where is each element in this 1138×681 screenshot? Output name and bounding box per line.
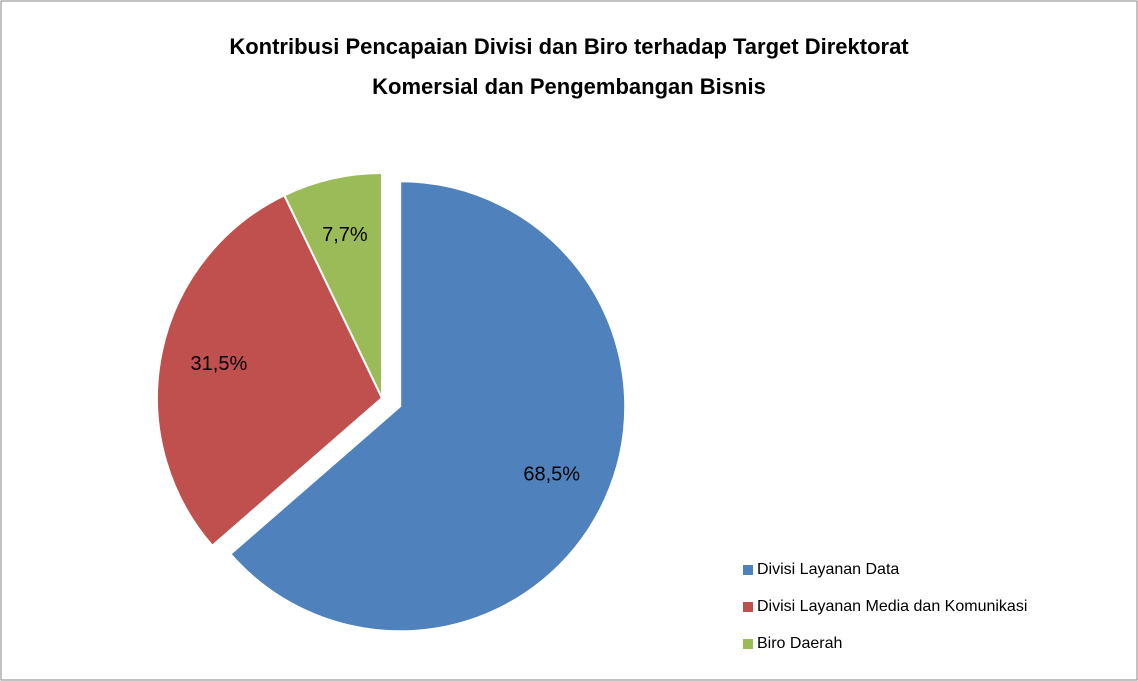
legend-label: Divisi Layanan Media dan Komunikasi	[757, 598, 1027, 615]
legend-label: Biro Daerah	[757, 635, 842, 652]
pie-slice	[282, 171, 383, 399]
data-label: 68,5%	[523, 464, 580, 486]
legend-swatch	[743, 602, 753, 612]
legend-label: Divisi Layanan Data	[757, 561, 899, 578]
legend-swatch	[743, 639, 753, 649]
chart-title: Kontribusi Pencapaian Divisi dan Biro te…	[229, 34, 909, 59]
data-label: 7,7%	[322, 224, 368, 246]
chart-subtitle: Komersial dan Pengembangan Bisnis	[372, 74, 766, 99]
legend-swatch	[743, 565, 753, 575]
pie-slice	[229, 180, 627, 633]
data-label: 31,5%	[191, 353, 248, 375]
